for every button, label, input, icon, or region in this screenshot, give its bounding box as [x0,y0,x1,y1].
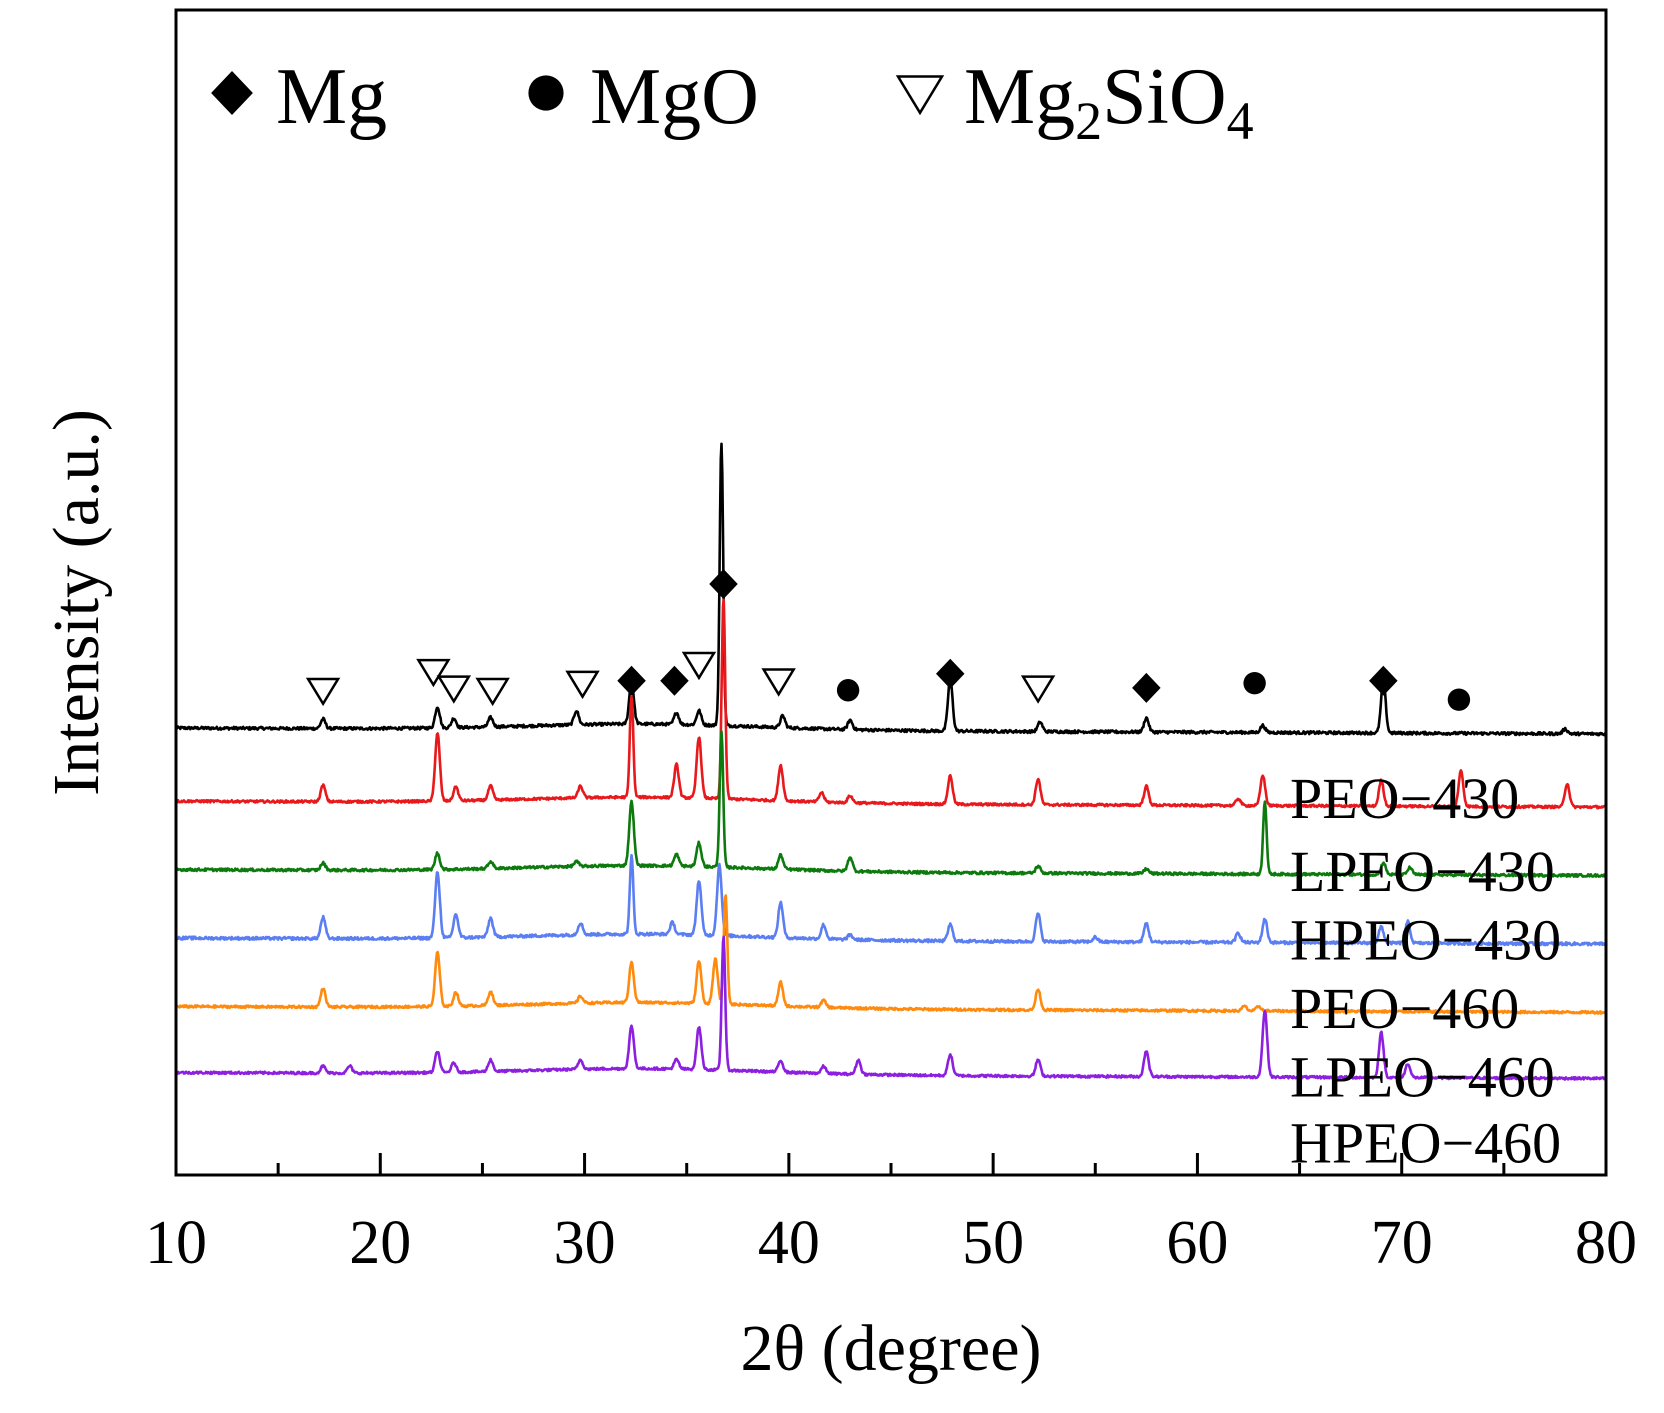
series-label-4: PEO−460 [1290,976,1519,1041]
peak-marker-2 [416,658,451,688]
peak-marker-4 [475,677,510,707]
series-label-5: LPEO−460 [1290,1044,1555,1109]
legend-marker-1 [211,71,253,115]
series-line-3 [176,730,1606,878]
peak-marker-1 [305,677,341,707]
peak-marker-11 [836,679,860,702]
series-layer [176,442,1606,1081]
peak-marker-15 [1243,671,1266,695]
peak-marker-12 [935,658,965,689]
x-tick-label: 80 [1575,1209,1637,1277]
peak-markers [305,569,1471,711]
series-label-2: LPEO−430 [1290,839,1555,904]
peak-marker-9 [709,569,738,600]
series-labels: PEO−430 LPEO−430HPEO−430PEO−460LPEO−460HP… [1290,766,1561,1176]
peak-marker-3 [436,675,472,704]
peak-marker-6 [617,665,646,696]
series-line-1 [176,442,1606,737]
legend-label-3: Mg2SiO4 [964,53,1254,151]
series-line-2 [176,598,1606,810]
peak-marker-10 [761,668,796,697]
series-label-3: HPEO−430 [1290,908,1561,973]
peak-marker-17 [1447,688,1471,711]
legend: Mg MgO Mg2SiO4 [211,53,1254,151]
legend-label-1: Mg [276,53,387,141]
x-tick-label: 70 [1371,1209,1433,1277]
peak-marker-14 [1132,672,1161,703]
x-tick-label: 40 [758,1209,820,1277]
x-tick-label: 20 [349,1209,411,1277]
y-axis-title: Intensity (a.u.) [40,409,113,796]
peak-marker-8 [681,651,717,681]
x-tick-label: 10 [145,1209,207,1277]
peak-marker-5 [565,670,600,700]
legend-label-2: MgO [590,53,759,141]
x-axis-title: 2θ (degree) [741,1312,1042,1385]
series-line-5 [176,894,1606,1015]
legend-marker-2 [528,75,564,111]
peak-marker-7 [660,665,689,696]
legend-marker-3 [895,75,945,116]
series-label-1: PEO−430 [1290,766,1519,831]
peak-marker-13 [1020,675,1056,704]
x-tick-label: 60 [1166,1209,1228,1277]
series-line-6 [176,935,1606,1081]
axes: 10 20 30 40 50 60 70 80 [145,8,1637,1277]
series-line-4 [176,853,1606,947]
peak-marker-16 [1369,665,1398,696]
x-tick-label: 50 [962,1209,1024,1277]
series-label-6: HPEO−460 [1290,1111,1561,1176]
x-tick-label: 30 [554,1209,616,1277]
